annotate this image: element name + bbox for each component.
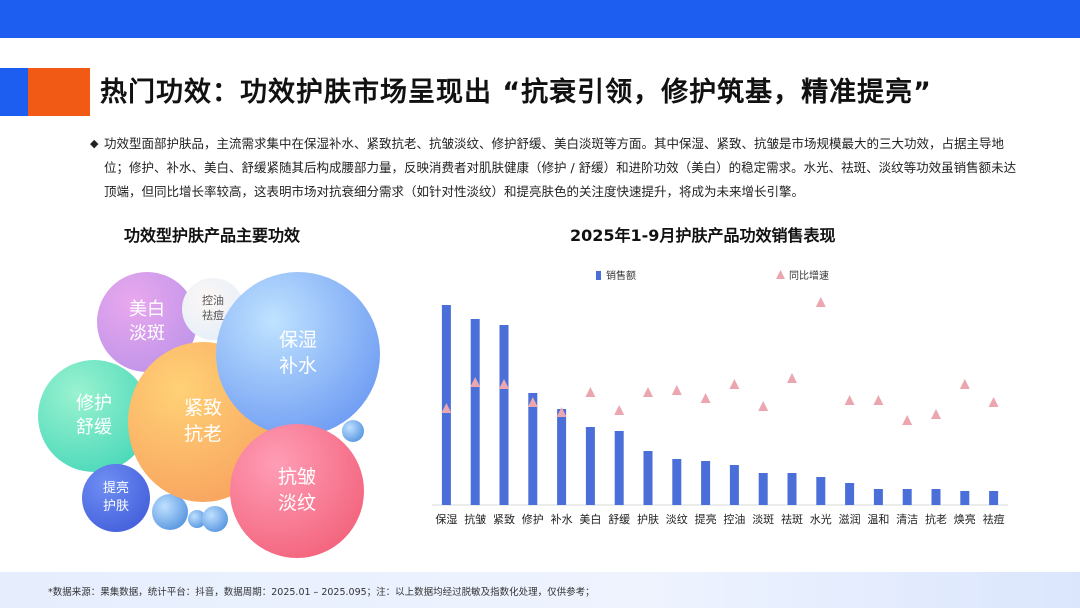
title-accent-orange	[28, 68, 90, 116]
x-tick-label: 滋润	[839, 512, 861, 526]
bar-清洁	[902, 489, 912, 505]
growth-marker-抗老	[931, 409, 941, 419]
bubble-label: 提亮 护肤	[102, 481, 129, 514]
growth-marker-修护	[527, 397, 538, 407]
growth-marker-抗皱	[470, 377, 481, 387]
bubble-label: 美白 淡斑	[129, 298, 165, 344]
bar-祛斑	[787, 473, 797, 505]
footer-band	[0, 572, 1080, 608]
x-tick-label: 祛斑	[781, 512, 803, 526]
bubble-label: 保湿 补水	[278, 329, 317, 377]
bar-美白	[585, 427, 595, 505]
diamond-bullet-icon: ◆	[90, 137, 99, 150]
x-tick-label: 保湿	[435, 512, 457, 526]
growth-marker-水光	[815, 297, 826, 307]
x-tick-label: 淡斑	[752, 513, 774, 526]
x-tick-label: 提亮	[695, 512, 717, 526]
legend-swatch-sales	[596, 271, 601, 280]
x-tick-label: 抗皱	[464, 512, 486, 526]
growth-marker-淡斑	[758, 401, 769, 411]
legend-label-growth: 同比增速	[789, 269, 829, 282]
bar-焕亮	[960, 491, 970, 505]
summary-text: 功效型面部护肤品，主流需求集中在保湿补水、紧致抗老、抗皱淡纹、修护舒缓、美白淡斑…	[104, 136, 1017, 199]
top-banner	[0, 0, 1080, 38]
summary-paragraph: ◆ 功效型面部护肤品，主流需求集中在保湿补水、紧致抗老、抗皱淡纹、修护舒缓、美白…	[90, 132, 1020, 204]
growth-marker-提亮	[700, 393, 711, 403]
legend-label-sales: 销售额	[606, 269, 636, 282]
sales-chart: 销售额 同比增速保湿 抗皱 紧致 修护 补水 美白 舒缓 护肤 淡纹 提亮 控油 淡斑 祛斑 水光 滋润 温和清…	[432, 269, 1008, 526]
bar-抗皱	[470, 319, 480, 505]
chart-title: 2025年1-9月护肤产品功效销售表现	[570, 226, 836, 245]
growth-marker-补水	[556, 407, 567, 417]
growth-marker-美白	[585, 387, 596, 397]
decorative-bubble	[202, 506, 228, 532]
bar-补水	[557, 409, 567, 505]
x-tick-label: 清洁	[896, 513, 918, 526]
growth-marker-舒缓	[614, 405, 625, 415]
footer-note: *数据来源：果集数据，统计平台：抖音，数据周期：2025.01 – 2025.0…	[48, 587, 595, 598]
bubble-label: 控油 祛痘	[202, 294, 224, 322]
x-tick-label: 美白	[579, 512, 601, 526]
growth-marker-滋润	[844, 395, 855, 405]
bubble-hydrating: 保湿 补水	[216, 272, 380, 436]
bar-修护	[528, 393, 538, 505]
page-title: 热门功效：功效护肤市场呈现出 “抗衰引领，修护筑基，精准提亮”	[100, 77, 932, 108]
bubble-brightening: 提亮 护肤	[82, 464, 150, 532]
bubble-label: 修护 舒缓	[76, 392, 112, 438]
growth-marker-清洁	[902, 415, 913, 425]
growth-marker-控油	[729, 379, 740, 389]
growth-marker-温和	[873, 395, 884, 405]
x-tick-label: 抗老	[925, 512, 947, 526]
bar-水光	[816, 477, 826, 505]
decorative-bubble	[152, 494, 188, 530]
bar-滋润	[845, 483, 855, 505]
x-tick-label: 温和	[867, 513, 889, 526]
bubble-label: 紧致 抗老	[183, 397, 222, 445]
x-tick-label: 控油	[723, 512, 745, 526]
decorative-bubble	[188, 510, 206, 528]
growth-marker-紧致	[499, 379, 509, 389]
bar-提亮	[701, 461, 711, 505]
bar-祛痘	[989, 491, 999, 505]
x-tick-label: 水光	[810, 512, 832, 526]
bar-淡斑	[758, 473, 768, 505]
bar-淡纹	[672, 459, 682, 505]
x-tick-label: 护肤	[637, 512, 659, 526]
bubble-repair: 修护 舒缓	[38, 360, 150, 472]
growth-marker-焕亮	[959, 379, 970, 389]
bar-控油	[729, 465, 739, 505]
bar-温和	[873, 489, 883, 505]
growth-marker-护肤	[643, 387, 653, 397]
growth-marker-祛斑	[787, 373, 797, 383]
x-tick-label: 紧致	[493, 512, 515, 526]
growth-marker-保湿	[441, 403, 452, 413]
decorative-bubble	[342, 420, 364, 442]
bubble-section-title: 功效型护肤产品主要功效	[124, 226, 301, 245]
bar-舒缓	[614, 431, 624, 505]
legend-swatch-growth	[776, 270, 785, 279]
bubble-whitening: 美白 淡斑	[97, 272, 197, 372]
bubble-label: 抗皱 淡纹	[277, 466, 316, 514]
x-tick-label: 补水	[551, 513, 573, 526]
x-tick-label: 焕亮	[954, 512, 976, 526]
growth-marker-祛痘	[988, 397, 999, 407]
bubble-anti-wrinkle: 抗皱 淡纹	[230, 424, 364, 558]
x-tick-label: 修护	[522, 512, 544, 526]
bar-紧致	[499, 325, 509, 505]
growth-marker-淡纹	[671, 385, 682, 395]
x-tick-label: 淡纹	[666, 512, 688, 526]
bar-护肤	[643, 451, 653, 505]
bar-抗老	[931, 489, 941, 505]
x-tick-label: 舒缓	[608, 512, 630, 526]
x-tick-label: 祛痘	[983, 512, 1005, 526]
